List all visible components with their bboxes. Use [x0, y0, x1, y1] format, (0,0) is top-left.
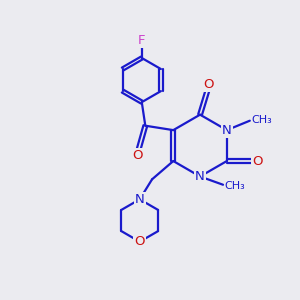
Text: CH₃: CH₃	[224, 181, 245, 190]
Text: CH₃: CH₃	[251, 115, 272, 125]
Text: O: O	[132, 149, 142, 162]
Text: O: O	[252, 154, 263, 167]
Text: O: O	[134, 235, 145, 248]
Text: N: N	[195, 170, 205, 183]
Text: N: N	[222, 124, 232, 136]
Text: O: O	[203, 77, 213, 91]
Text: N: N	[135, 193, 145, 206]
Text: F: F	[138, 34, 146, 47]
